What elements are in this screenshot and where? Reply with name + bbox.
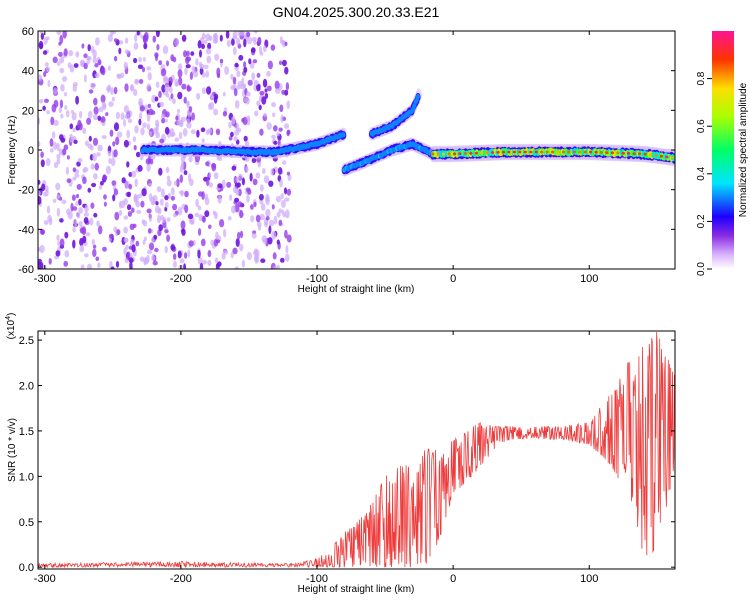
spectrogram-ytick-label: -20 bbox=[18, 185, 34, 197]
spectrogram-feature-4 bbox=[368, 88, 422, 141]
snr-y-ticks: 0.0 0.5 1.0 1.5 2.0 2.5 bbox=[19, 335, 675, 574]
spectrogram-ytick-label: 0 bbox=[28, 145, 34, 157]
snr-x-ticks: -300 -200 -100 0 100 bbox=[34, 331, 598, 585]
snr-ytick-label: 0.0 bbox=[19, 562, 34, 574]
colorbar-tick-label: 0.6 bbox=[696, 119, 707, 133]
snr-xtick-label: -300 bbox=[34, 573, 56, 585]
spectrogram-ytick-label: 20 bbox=[22, 105, 34, 117]
snr-ytick-label: 0.5 bbox=[19, 517, 34, 529]
spectrogram-xtick-label: -100 bbox=[306, 273, 328, 285]
spectrogram-xtick-label: -300 bbox=[34, 273, 56, 285]
spectrogram-content bbox=[38, 31, 675, 269]
spectrogram-feature-1 bbox=[38, 31, 292, 269]
figure-title: GN04.2025.300.20.33.E21 bbox=[273, 4, 440, 20]
snr-xtick-label: 0 bbox=[450, 573, 456, 585]
colorbar-tick-label: 0.2 bbox=[696, 214, 707, 228]
snr-xtick-label: -100 bbox=[306, 573, 328, 585]
colorbar-tick-label: 0.0 bbox=[696, 262, 707, 276]
colorbar-label: Normalized spectral amplitude bbox=[738, 82, 749, 217]
snr-xtick-label: -200 bbox=[170, 573, 192, 585]
spectrogram-ytick-label: -60 bbox=[18, 264, 34, 276]
spectrogram-feature-2 bbox=[139, 127, 347, 159]
snr-xlabel: Height of straight line (km) bbox=[298, 584, 415, 595]
colorbar-gradient bbox=[712, 31, 734, 269]
snr-ylabel: SNR (10 * v/v) bbox=[7, 418, 18, 482]
spectrogram-y-ticks: -60 -40 -20 0 20 40 60 bbox=[18, 26, 675, 276]
snr-ytick-label: 2.5 bbox=[19, 335, 34, 347]
spectrogram-feature-5 bbox=[429, 143, 675, 167]
snr-xtick-label: 100 bbox=[580, 573, 598, 585]
spectrogram-feature-3 bbox=[341, 137, 436, 177]
snr-panel: -300 -200 -100 0 100 0.0 0.5 1.0 1.5 2.0 2.5 Heig… bbox=[5, 313, 676, 595]
spectrogram-ytick-label: -40 bbox=[18, 224, 34, 236]
snr-series-line bbox=[38, 332, 675, 569]
spectrogram-ytick-label: 40 bbox=[22, 66, 34, 78]
snr-ytick-label: 1.0 bbox=[19, 471, 34, 483]
spectrogram-xlabel: Height of straight line (km) bbox=[298, 284, 415, 295]
colorbar-tick-label: 0.8 bbox=[696, 71, 707, 85]
spectrogram-x-ticks: -300 -200 -100 0 100 bbox=[34, 31, 598, 285]
snr-frame bbox=[37, 330, 676, 570]
spectrogram-xtick-label: 100 bbox=[580, 273, 598, 285]
spectrogram-ytick-label: 60 bbox=[22, 26, 34, 38]
snr-ytick-label: 2.0 bbox=[19, 381, 34, 393]
spectrogram-xtick-label: -200 bbox=[170, 273, 192, 285]
colorbar-tick-label: 0.4 bbox=[696, 166, 707, 180]
spectrogram-ylabel: Frequency (Hz) bbox=[7, 116, 18, 185]
snr-multiplier: (x104) bbox=[5, 313, 17, 340]
spectrogram-xtick-label: 0 bbox=[450, 273, 456, 285]
snr-ytick-label: 1.5 bbox=[19, 426, 34, 438]
colorbar-ticks: 0.0 0.2 0.4 0.6 0.8 bbox=[696, 71, 712, 276]
colorbar: 0.0 0.2 0.4 0.6 0.8 Normalized spectral ampl… bbox=[696, 31, 749, 276]
snr-content bbox=[38, 332, 675, 569]
